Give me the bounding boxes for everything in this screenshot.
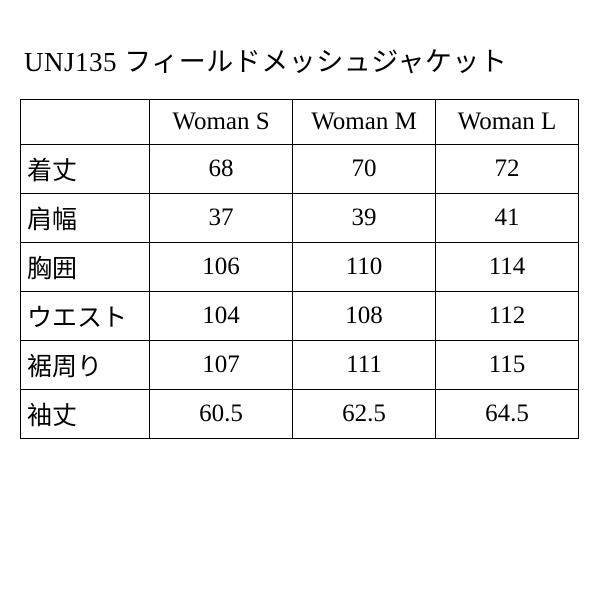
value-cell: 60.5	[150, 390, 293, 439]
value-cell: 39	[293, 194, 436, 243]
page-title: UNJ135 フィールドメッシュジャケット	[24, 40, 580, 79]
corner-cell	[21, 100, 150, 145]
table-row: 肩幅 37 39 41	[21, 194, 579, 243]
col-header: Woman M	[293, 100, 436, 145]
value-cell: 111	[293, 341, 436, 390]
col-header: Woman S	[150, 100, 293, 145]
sizing-table: Woman S Woman M Woman L 着丈 68 70 72 肩幅 3…	[20, 99, 579, 439]
value-cell: 37	[150, 194, 293, 243]
value-cell: 114	[436, 243, 579, 292]
row-label: 着丈	[21, 145, 150, 194]
row-label: 裾周り	[21, 341, 150, 390]
table-row: 着丈 68 70 72	[21, 145, 579, 194]
value-cell: 68	[150, 145, 293, 194]
table-row: ウエスト 104 108 112	[21, 292, 579, 341]
row-label: 袖丈	[21, 390, 150, 439]
row-label: 胸囲	[21, 243, 150, 292]
value-cell: 112	[436, 292, 579, 341]
table-row: 胸囲 106 110 114	[21, 243, 579, 292]
table-row: 裾周り 107 111 115	[21, 341, 579, 390]
value-cell: 72	[436, 145, 579, 194]
table-header-row: Woman S Woman M Woman L	[21, 100, 579, 145]
sizing-chart-container: UNJ135 フィールドメッシュジャケット Woman S Woman M Wo…	[0, 0, 600, 439]
row-label: 肩幅	[21, 194, 150, 243]
value-cell: 62.5	[293, 390, 436, 439]
row-label: ウエスト	[21, 292, 150, 341]
value-cell: 106	[150, 243, 293, 292]
value-cell: 108	[293, 292, 436, 341]
value-cell: 104	[150, 292, 293, 341]
value-cell: 41	[436, 194, 579, 243]
value-cell: 115	[436, 341, 579, 390]
col-header: Woman L	[436, 100, 579, 145]
value-cell: 70	[293, 145, 436, 194]
value-cell: 110	[293, 243, 436, 292]
value-cell: 64.5	[436, 390, 579, 439]
value-cell: 107	[150, 341, 293, 390]
table-row: 袖丈 60.5 62.5 64.5	[21, 390, 579, 439]
